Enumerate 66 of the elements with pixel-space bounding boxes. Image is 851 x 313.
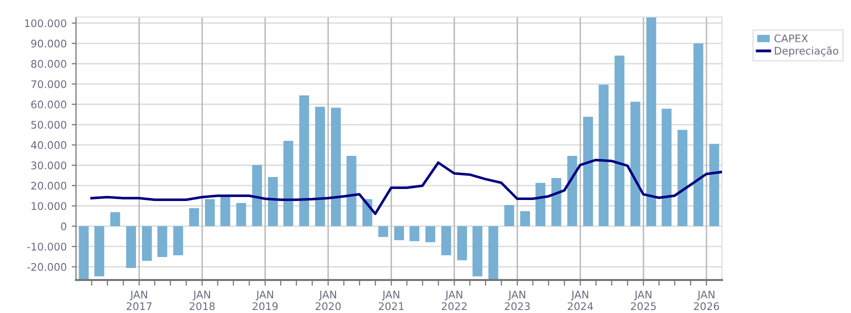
bar bbox=[441, 226, 452, 256]
bar bbox=[567, 156, 578, 226]
bar bbox=[425, 226, 436, 242]
bar bbox=[346, 156, 356, 226]
bar bbox=[709, 144, 720, 226]
bar bbox=[488, 226, 498, 280]
x-tick-label: JAN 2020 bbox=[316, 290, 341, 310]
y-tick-label: 80.000 bbox=[31, 60, 66, 68]
x-tick-label: JAN 2019 bbox=[252, 290, 278, 310]
bar bbox=[378, 226, 388, 237]
bar bbox=[157, 226, 168, 258]
line-series bbox=[90, 158, 722, 216]
bar bbox=[520, 211, 530, 226]
legend-label: Depreciação bbox=[774, 46, 838, 57]
bar bbox=[472, 226, 482, 276]
x-tick-label: JAN 2018 bbox=[190, 290, 215, 310]
y-tick-label: -20.000 bbox=[27, 263, 66, 271]
bar bbox=[299, 95, 310, 226]
bar bbox=[142, 226, 152, 261]
x-tick-label: JAN 2024 bbox=[568, 290, 593, 310]
y-tick-label: 30.000 bbox=[31, 161, 66, 170]
bar bbox=[205, 199, 215, 226]
bar bbox=[646, 17, 656, 226]
bar bbox=[220, 196, 230, 226]
bar bbox=[536, 182, 546, 226]
x-tick-label: JAN 2017 bbox=[126, 290, 152, 310]
bar bbox=[315, 106, 325, 226]
bar bbox=[583, 116, 593, 226]
bar bbox=[189, 208, 199, 226]
y-tick-label: 60.000 bbox=[31, 100, 66, 108]
x-tick-label: JAN 2022 bbox=[442, 290, 467, 310]
bar bbox=[410, 226, 420, 242]
bar bbox=[236, 203, 246, 226]
x-tick-label: JAN 2025 bbox=[630, 290, 656, 310]
y-tick-label: 70.000 bbox=[31, 80, 66, 88]
bar bbox=[662, 108, 672, 226]
bar bbox=[78, 226, 89, 280]
bar bbox=[598, 84, 609, 226]
y-tick-label: 100.000 bbox=[25, 19, 66, 28]
bar bbox=[630, 102, 640, 226]
bar bbox=[283, 140, 294, 226]
bar bbox=[173, 226, 184, 256]
y-tick-label: 50.000 bbox=[31, 120, 66, 129]
y-tick-label: -10.000 bbox=[27, 242, 66, 251]
bar bbox=[678, 130, 688, 226]
bar bbox=[126, 226, 136, 268]
bar bbox=[394, 226, 404, 240]
y-tick-label: 20.000 bbox=[31, 182, 66, 190]
bar bbox=[457, 226, 467, 260]
bar bbox=[252, 165, 262, 226]
bar bbox=[551, 178, 562, 226]
y-tick-label: 40.000 bbox=[31, 141, 66, 150]
bar bbox=[268, 177, 278, 226]
y-tick-label: 90.000 bbox=[31, 40, 66, 48]
y-tick-label: 10.000 bbox=[32, 202, 66, 210]
x-tick-label: JAN 2021 bbox=[378, 290, 404, 310]
x-tick-label: JAN 2023 bbox=[504, 290, 530, 310]
bar bbox=[693, 43, 704, 226]
legend-label: CAPEX bbox=[774, 34, 808, 42]
y-tick-label: 0 bbox=[61, 222, 66, 230]
bar bbox=[504, 205, 514, 226]
bar bbox=[94, 226, 104, 276]
x-tick-label: JAN 2026 bbox=[694, 290, 720, 310]
bar bbox=[614, 56, 624, 226]
bar bbox=[110, 212, 120, 226]
bar bbox=[331, 108, 341, 226]
